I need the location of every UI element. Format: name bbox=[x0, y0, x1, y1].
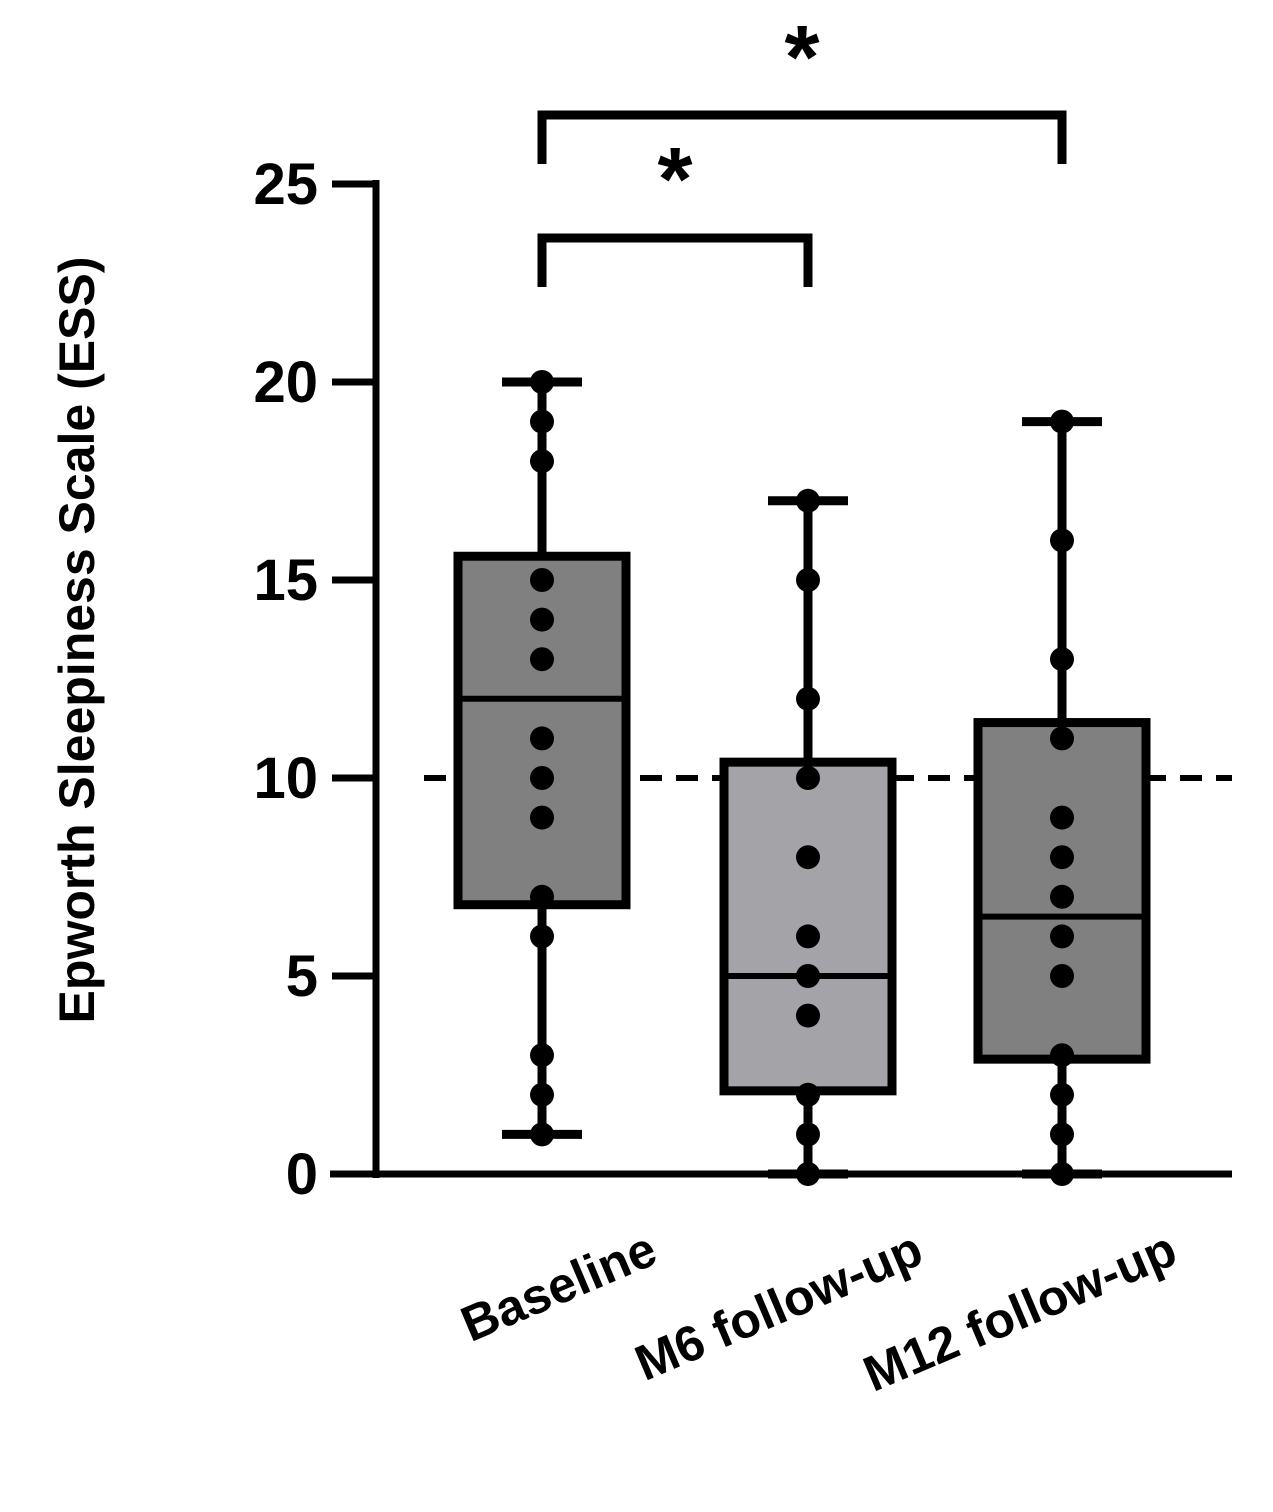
y-tick-label: 25 bbox=[253, 152, 318, 217]
data-point-baseline bbox=[530, 647, 554, 672]
significance-bracket bbox=[537, 110, 1067, 164]
data-point-m12-follow-up bbox=[1050, 1122, 1074, 1147]
data-point-m6-follow-up bbox=[796, 1082, 820, 1107]
data-point-m6-follow-up bbox=[796, 1122, 820, 1147]
y-tick-label: 15 bbox=[253, 548, 318, 613]
data-point-m6-follow-up bbox=[796, 568, 820, 592]
data-point-m12-follow-up bbox=[1050, 884, 1074, 909]
significance-bracket bbox=[537, 233, 813, 287]
data-point-m6-follow-up bbox=[796, 686, 820, 711]
data-point-m12-follow-up bbox=[1050, 845, 1074, 870]
data-point-m12-follow-up bbox=[1050, 528, 1074, 553]
data-point-m6-follow-up bbox=[796, 924, 820, 949]
data-point-m12-follow-up bbox=[1050, 964, 1074, 988]
data-point-m12-follow-up bbox=[1050, 647, 1074, 672]
data-point-baseline bbox=[530, 1082, 554, 1107]
data-point-m12-follow-up bbox=[1050, 1082, 1074, 1107]
significance-brackets: ** bbox=[537, 8, 1067, 287]
y-tick-label: 0 bbox=[286, 1142, 318, 1207]
significance-star: * bbox=[784, 8, 819, 108]
data-point-m6-follow-up bbox=[796, 964, 820, 988]
data-point-baseline bbox=[530, 449, 554, 474]
data-point-m6-follow-up bbox=[796, 1003, 820, 1028]
data-point-m12-follow-up bbox=[1050, 924, 1074, 949]
data-point-m6-follow-up bbox=[796, 488, 820, 513]
significance-star: * bbox=[657, 130, 692, 230]
data-point-baseline bbox=[530, 409, 554, 434]
data-point-m12-follow-up bbox=[1050, 726, 1074, 751]
data-point-m12-follow-up bbox=[1050, 1043, 1074, 1068]
x-tick-label-baseline: Baseline bbox=[453, 1221, 664, 1353]
data-point-baseline bbox=[530, 370, 554, 394]
data-point-baseline bbox=[530, 607, 554, 632]
y-tick-label: 20 bbox=[253, 350, 318, 415]
data-point-m12-follow-up bbox=[1050, 805, 1074, 830]
points-group bbox=[530, 370, 1074, 1186]
data-point-m6-follow-up bbox=[796, 845, 820, 870]
data-point-m6-follow-up bbox=[796, 766, 820, 790]
y-tick-label: 5 bbox=[286, 944, 318, 1009]
y-axis-title: Epworth Sleepiness Scale (ESS) bbox=[49, 257, 105, 1024]
data-point-baseline bbox=[530, 884, 554, 909]
data-point-baseline bbox=[530, 766, 554, 790]
data-point-baseline bbox=[530, 1122, 554, 1147]
data-point-baseline bbox=[530, 568, 554, 592]
data-point-m12-follow-up bbox=[1050, 409, 1074, 434]
data-point-baseline bbox=[530, 1043, 554, 1068]
boxes-group bbox=[453, 377, 1151, 1179]
data-point-baseline bbox=[530, 805, 554, 830]
y-tick-label: 10 bbox=[253, 746, 318, 811]
data-point-baseline bbox=[530, 924, 554, 949]
data-point-baseline bbox=[530, 726, 554, 751]
